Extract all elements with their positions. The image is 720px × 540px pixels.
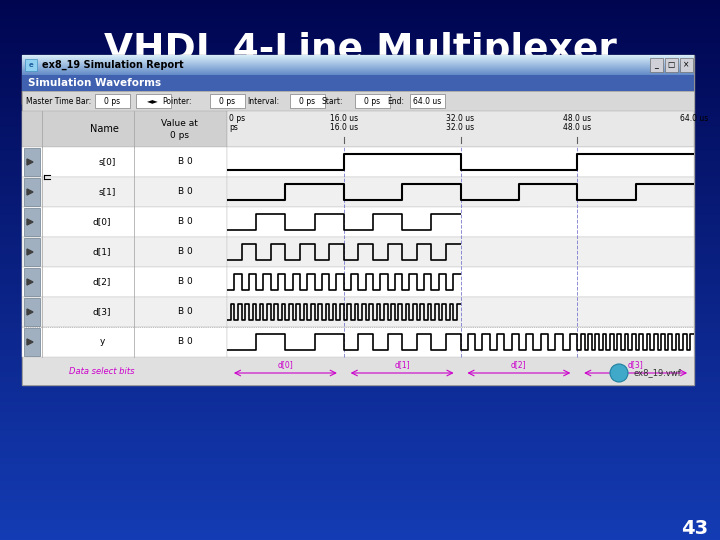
Text: End:: End: xyxy=(387,97,404,105)
Bar xyxy=(680,58,693,72)
Text: Name: Name xyxy=(89,124,118,134)
Text: 64.0 us: 64.0 us xyxy=(413,97,441,105)
Text: 64.0 us: 64.0 us xyxy=(680,114,708,123)
Text: ex8_19.vwf: ex8_19.vwf xyxy=(633,368,680,377)
Polygon shape xyxy=(27,309,33,315)
Bar xyxy=(227,147,694,177)
Bar xyxy=(22,75,694,91)
Text: 0 ps: 0 ps xyxy=(104,97,120,105)
Text: ×: × xyxy=(683,60,689,70)
Bar xyxy=(22,147,227,177)
Text: B 0: B 0 xyxy=(178,247,192,256)
Polygon shape xyxy=(27,339,33,345)
Bar xyxy=(227,111,694,147)
Text: 48.0 us: 48.0 us xyxy=(563,124,591,132)
Polygon shape xyxy=(27,249,33,255)
Text: 0 ps: 0 ps xyxy=(169,131,189,139)
Bar xyxy=(24,148,40,176)
Bar xyxy=(227,177,694,207)
Text: 48.0 us: 48.0 us xyxy=(563,114,591,123)
Bar xyxy=(227,207,694,237)
Bar xyxy=(22,91,35,104)
Text: 0 ps: 0 ps xyxy=(219,97,235,105)
Text: B 0: B 0 xyxy=(178,218,192,226)
Polygon shape xyxy=(27,189,33,195)
Text: B 0: B 0 xyxy=(178,338,192,347)
Text: d[0]: d[0] xyxy=(277,360,293,369)
Text: d[3]: d[3] xyxy=(93,307,112,316)
Text: 0 ps: 0 ps xyxy=(299,97,315,105)
Text: d[2]: d[2] xyxy=(93,278,111,287)
Text: d[3]: d[3] xyxy=(628,360,644,369)
Bar xyxy=(22,327,227,357)
Text: B 0: B 0 xyxy=(178,307,192,316)
Polygon shape xyxy=(27,159,33,165)
Bar xyxy=(290,94,325,108)
Bar xyxy=(95,94,130,108)
Bar xyxy=(650,58,663,72)
Bar xyxy=(24,328,40,356)
Text: d[0]: d[0] xyxy=(93,218,112,226)
Text: Data select bits: Data select bits xyxy=(69,367,135,375)
Text: y: y xyxy=(99,338,104,347)
Text: Master Time Bar:: Master Time Bar: xyxy=(26,97,91,105)
Text: B 0: B 0 xyxy=(178,158,192,166)
Text: d[1]: d[1] xyxy=(395,360,410,369)
Text: Start:: Start: xyxy=(322,97,343,105)
Text: VHDL 4-Line Multiplexer: VHDL 4-Line Multiplexer xyxy=(104,32,616,68)
Text: 16.0 us: 16.0 us xyxy=(330,114,358,123)
Text: □: □ xyxy=(667,60,675,70)
Bar xyxy=(227,327,694,357)
Text: 0 ps: 0 ps xyxy=(364,97,380,105)
Text: Pointer:: Pointer: xyxy=(162,97,192,105)
Text: ps: ps xyxy=(229,124,238,132)
Text: 43: 43 xyxy=(681,518,708,537)
Bar xyxy=(410,94,445,108)
Text: 32.0 us: 32.0 us xyxy=(446,114,474,123)
Polygon shape xyxy=(27,219,33,225)
Bar xyxy=(210,94,245,108)
Text: e: e xyxy=(29,62,33,68)
Text: 16.0 us: 16.0 us xyxy=(330,124,358,132)
Bar xyxy=(22,297,227,327)
Text: 0 ps: 0 ps xyxy=(229,114,245,123)
Bar xyxy=(24,208,40,236)
Bar xyxy=(22,111,694,385)
Text: d[2]: d[2] xyxy=(511,360,527,369)
Text: _: _ xyxy=(654,60,658,70)
Bar xyxy=(22,91,694,111)
Text: 32.0 us: 32.0 us xyxy=(446,124,474,132)
Bar xyxy=(665,58,678,72)
Text: Value at: Value at xyxy=(161,119,197,129)
Bar xyxy=(227,267,694,297)
Text: ex8_19 Simulation Report: ex8_19 Simulation Report xyxy=(42,60,184,70)
Text: B 0: B 0 xyxy=(178,278,192,287)
Bar xyxy=(24,268,40,296)
Bar xyxy=(136,94,171,108)
Bar xyxy=(24,178,40,206)
Bar xyxy=(25,59,37,71)
Bar xyxy=(22,111,227,147)
Text: Simulated waveforms: Simulated waveforms xyxy=(44,86,333,110)
Bar xyxy=(22,237,227,267)
Text: Simulation Waveforms: Simulation Waveforms xyxy=(28,78,161,88)
Text: s[0]: s[0] xyxy=(99,158,116,166)
Text: s[1]: s[1] xyxy=(99,187,116,197)
Bar xyxy=(22,55,694,385)
Bar xyxy=(227,297,694,327)
Text: B 0: B 0 xyxy=(178,187,192,197)
Polygon shape xyxy=(27,279,33,285)
Bar xyxy=(227,237,694,267)
Bar xyxy=(22,207,227,237)
Text: d[1]: d[1] xyxy=(93,247,112,256)
Bar xyxy=(355,94,390,108)
Bar xyxy=(24,238,40,266)
Bar xyxy=(24,298,40,326)
Text: Interval:: Interval: xyxy=(247,97,279,105)
Circle shape xyxy=(610,364,628,382)
Text: ◄►: ◄► xyxy=(147,97,159,105)
Bar xyxy=(22,177,227,207)
Bar xyxy=(22,267,227,297)
